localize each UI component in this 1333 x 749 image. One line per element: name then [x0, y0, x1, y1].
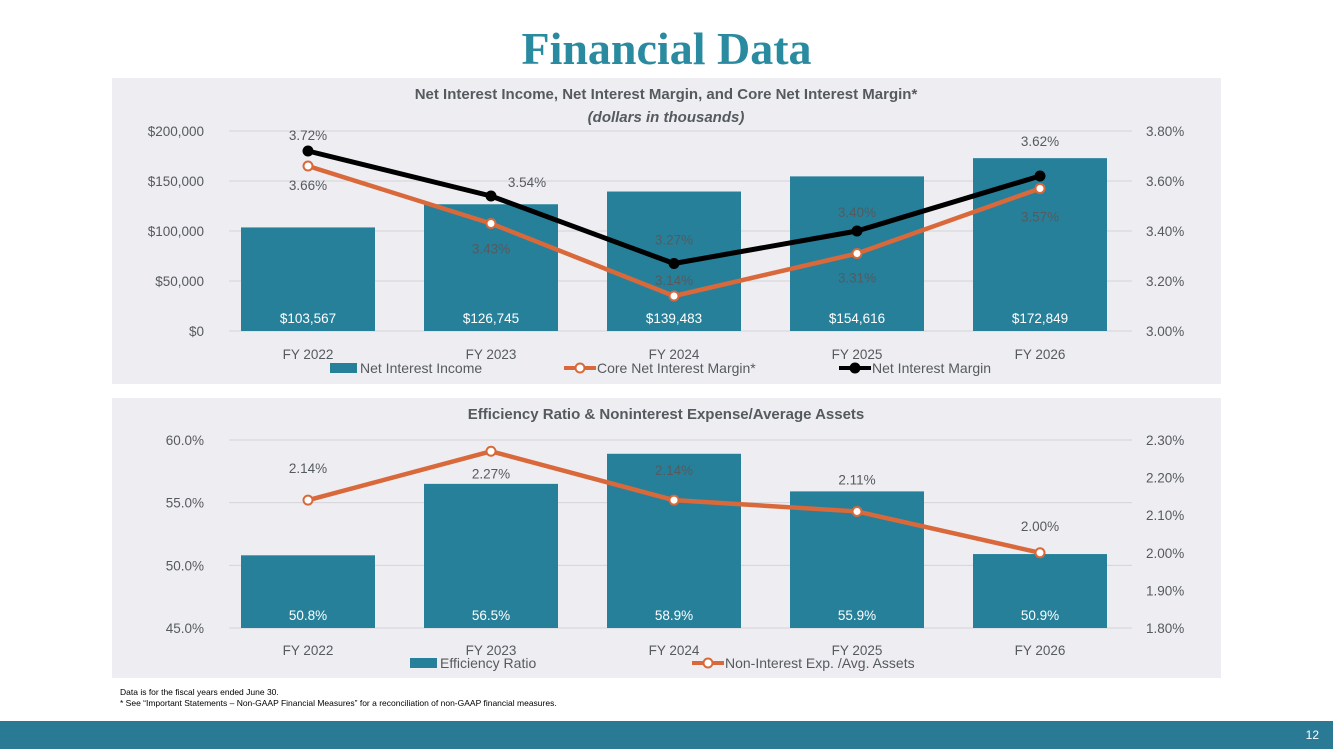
nonint-exp-value-label: 2.27%	[472, 466, 510, 481]
x-category-label: FY 2025	[832, 643, 883, 658]
line-point	[851, 248, 863, 259]
line-point	[485, 190, 497, 202]
chart-title: Net Interest Income, Net Interest Margin…	[415, 86, 918, 103]
core-nim-value-label: 3.43%	[472, 242, 510, 257]
legend-swatch-bar	[410, 658, 437, 668]
bar-value-label: $103,567	[280, 311, 336, 326]
line-point	[668, 290, 680, 302]
nonint-exp-value-label: 2.14%	[655, 463, 693, 478]
chart-title: Efficiency Ratio & Noninterest Expense/A…	[468, 406, 865, 423]
line-point	[485, 445, 497, 457]
page-number: 12	[1305, 728, 1319, 742]
nonint-exp-value-label: 2.14%	[289, 461, 327, 476]
line-point	[1034, 547, 1046, 559]
efficiency-chart: Efficiency Ratio & Noninterest Expense/A…	[166, 406, 1185, 671]
page-title: Financial Data	[521, 23, 812, 74]
core-nim-value-label: 3.66%	[289, 178, 327, 193]
bar-value-label: 56.5%	[472, 608, 510, 623]
bar-value-label: $172,849	[1012, 311, 1068, 326]
line-point	[485, 218, 497, 229]
line-point	[668, 258, 680, 269]
nim-value-label: 3.72%	[289, 128, 327, 143]
core-nim-value-label: 3.14%	[655, 273, 693, 288]
bar	[241, 555, 375, 628]
nim-value-label: 3.27%	[655, 233, 693, 248]
bar	[607, 453, 741, 628]
line-point	[302, 494, 314, 506]
bar-value-label: $126,745	[463, 311, 519, 326]
y-left-tick-label: $150,000	[148, 174, 204, 189]
bar-value-label: $139,483	[646, 311, 702, 326]
nonint-exp-value-label: 2.11%	[838, 472, 875, 487]
nonint-exp-value-label: 2.00%	[1021, 519, 1059, 534]
legend-label: Net Interest Income	[360, 360, 482, 376]
y-left-tick-label: $100,000	[148, 224, 204, 239]
y-right-tick-label: 3.20%	[1146, 274, 1184, 289]
y-left-tick-label: $50,000	[155, 274, 204, 289]
y-left-tick-label: 60.0%	[166, 433, 204, 448]
y-right-tick-label: 3.00%	[1146, 324, 1184, 339]
legend-swatch-marker	[849, 362, 861, 374]
y-right-tick-label: 2.20%	[1146, 471, 1184, 486]
y-right-tick-label: 2.00%	[1146, 546, 1184, 561]
core-nim-value-label: 3.31%	[838, 271, 876, 286]
legend-label: Efficiency Ratio	[440, 655, 536, 671]
y-left-tick-label: $0	[189, 324, 204, 339]
bar-value-label: 55.9%	[838, 608, 876, 623]
bar	[973, 554, 1107, 628]
bar-value-label: $154,616	[829, 311, 885, 326]
nii-margin-chart: Net Interest Income, Net Interest Margin…	[148, 86, 1185, 376]
bar-value-label: 58.9%	[655, 608, 693, 623]
y-right-tick-label: 2.10%	[1146, 508, 1184, 523]
y-right-tick-label: 3.60%	[1146, 174, 1184, 189]
nim-value-label: 3.62%	[1021, 134, 1059, 149]
x-category-label: FY 2022	[283, 643, 334, 658]
chart-subtitle: (dollars in thousands)	[588, 109, 745, 126]
bar	[241, 227, 375, 331]
legend-swatch-marker	[574, 362, 586, 374]
y-right-tick-label: 2.30%	[1146, 433, 1184, 448]
nii-margin-chart-panel: Net Interest Income, Net Interest Margin…	[112, 78, 1221, 384]
bar-value-label: 50.9%	[1021, 608, 1059, 623]
y-left-tick-label: 55.0%	[166, 496, 204, 511]
x-category-label: FY 2024	[649, 643, 700, 658]
line-point	[302, 145, 314, 157]
legend-swatch-bar	[330, 363, 357, 373]
y-right-tick-label: 1.80%	[1146, 621, 1184, 636]
line-point	[668, 494, 680, 506]
nim-value-label: 3.40%	[838, 205, 876, 220]
nim-value-label: 3.54%	[508, 175, 546, 190]
x-category-label: FY 2022	[283, 347, 334, 362]
y-left-tick-label: 45.0%	[166, 621, 204, 636]
line-point	[302, 160, 314, 172]
line-point	[851, 505, 863, 517]
x-category-label: FY 2024	[649, 347, 700, 362]
x-category-label: FY 2026	[1015, 347, 1066, 362]
x-category-label: FY 2023	[466, 643, 517, 658]
line-point	[1034, 183, 1046, 194]
legend-label: Net Interest Margin	[872, 360, 991, 376]
x-category-label: FY 2026	[1015, 643, 1066, 658]
bar	[424, 483, 558, 628]
footnote-fiscal-year: Data is for the fiscal years ended June …	[120, 687, 279, 697]
line-point	[851, 225, 863, 237]
y-left-tick-label: 50.0%	[166, 558, 204, 573]
efficiency-chart-panel: Efficiency Ratio & Noninterest Expense/A…	[112, 398, 1221, 678]
line-point	[1034, 170, 1046, 182]
footnote-non-gaap: * See “Important Statements – Non-GAAP F…	[120, 698, 557, 708]
y-left-tick-label: $200,000	[148, 124, 204, 139]
legend-swatch-marker	[702, 657, 714, 669]
y-right-tick-label: 3.80%	[1146, 124, 1184, 139]
y-right-tick-label: 1.90%	[1146, 583, 1184, 598]
core-nim-value-label: 3.57%	[1021, 210, 1059, 225]
legend-label: Core Net Interest Margin*	[597, 360, 756, 376]
legend-label: Non-Interest Exp. /Avg. Assets	[725, 655, 915, 671]
footer-bar: 12	[0, 721, 1333, 749]
bar-value-label: 50.8%	[289, 608, 327, 623]
y-right-tick-label: 3.40%	[1146, 224, 1184, 239]
x-category-label: FY 2023	[466, 347, 517, 362]
x-category-label: FY 2025	[832, 347, 883, 362]
footnotes: Data is for the fiscal years ended June …	[120, 687, 557, 709]
